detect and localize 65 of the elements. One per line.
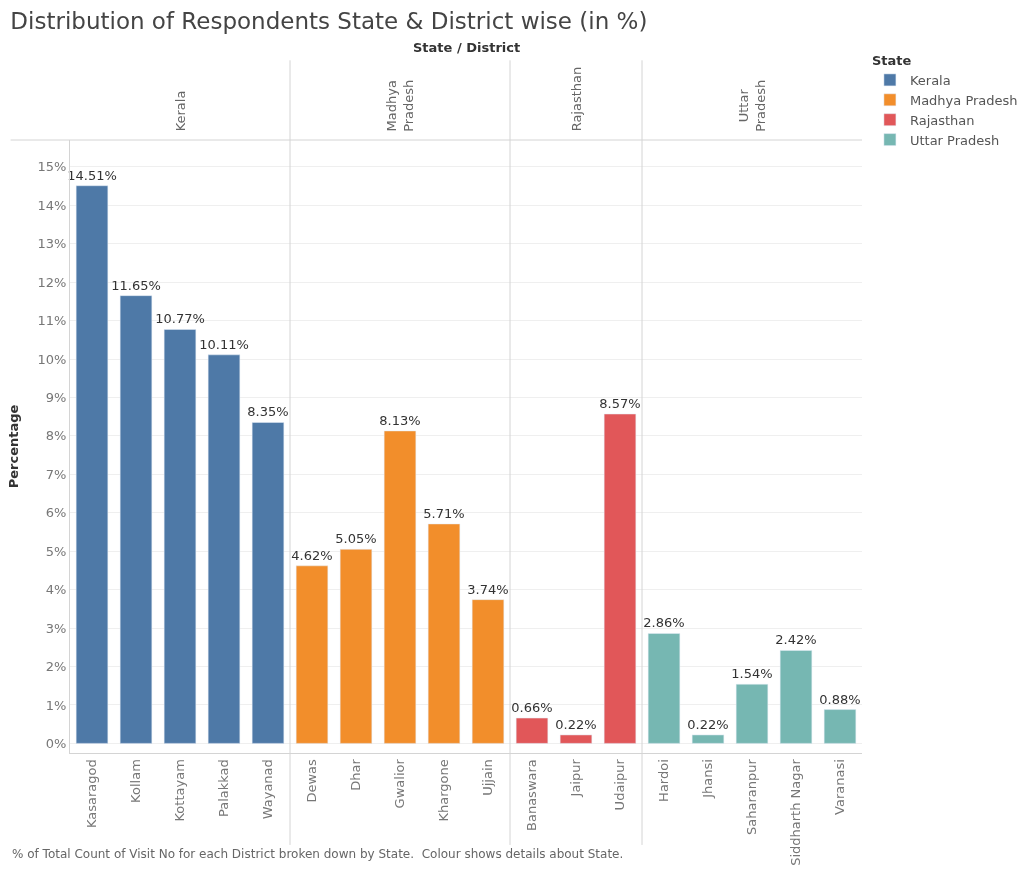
legend-label: Uttar Pradesh xyxy=(909,132,1000,148)
x-tick-label: Gwalior xyxy=(392,758,408,809)
data-label: 8.57% xyxy=(599,396,641,412)
data-label: 5.71% xyxy=(423,505,465,521)
data-label: 14.51% xyxy=(67,167,117,183)
data-label: 8.35% xyxy=(247,404,289,420)
legend-label: Rajasthan xyxy=(909,112,975,128)
x-tick-label: Udaipur xyxy=(612,758,628,811)
y-tick-label: 6% xyxy=(45,505,67,521)
x-tick-label: Palakkad xyxy=(216,759,232,818)
y-tick-label: 1% xyxy=(45,697,67,713)
y-tick-label: 5% xyxy=(45,543,67,559)
x-tick-label: Kottayam xyxy=(172,759,188,822)
x-tick-label: Dhar xyxy=(348,758,364,791)
data-label: 0.22% xyxy=(687,716,729,732)
y-tick-label: 13% xyxy=(37,236,67,252)
data-label: 0.66% xyxy=(511,700,553,716)
text: Madhya Pradesh xyxy=(384,79,417,132)
data-label: 4.62% xyxy=(291,547,333,563)
legend-label: Madhya Pradesh xyxy=(909,92,1018,108)
x-tick-label: Kasaragod xyxy=(84,759,100,828)
data-label: 5.05% xyxy=(335,531,377,547)
x-tick-label: Wayanad xyxy=(260,759,276,820)
y-tick-label: 11% xyxy=(37,313,67,329)
x-tick-label: Ujjain xyxy=(480,759,496,796)
text: Kerala xyxy=(172,90,188,132)
y-tick-label: 0% xyxy=(45,735,67,751)
x-tick-label: Saharanpur xyxy=(744,758,760,836)
data-label: 10.11% xyxy=(199,336,249,352)
text: % of Total Count of Visit No for each District broken down by State. Colour shows details about State. xyxy=(12,847,624,861)
y-tick-label: 2% xyxy=(45,659,67,675)
chart-title: Distribution of Respondents State & District wise (in %) xyxy=(10,8,648,35)
data-label: 8.13% xyxy=(379,412,421,428)
y-tick-label: 7% xyxy=(45,466,67,482)
text: State / District xyxy=(413,40,521,55)
y-tick-label: 8% xyxy=(45,428,67,444)
data-label: 1.54% xyxy=(731,666,773,682)
x-tick-label: Varanasi xyxy=(832,759,848,815)
data-label: 11.65% xyxy=(111,277,161,293)
y-tick-label: 9% xyxy=(45,390,67,406)
x-tick-label: Khargone xyxy=(436,759,452,822)
y-tick-label: 14% xyxy=(37,197,67,213)
text: Uttar Pradesh xyxy=(736,79,769,132)
x-tick-label: Hardoi xyxy=(656,759,672,802)
x-tick-label: Banaswara xyxy=(524,759,540,831)
y-axis-title: Percentage xyxy=(6,404,22,489)
x-tick-label: Dewas xyxy=(304,758,320,803)
x-tick-label: Jhansi xyxy=(700,759,716,799)
y-tick-label: 12% xyxy=(37,274,67,290)
x-tick-label: Siddharth Nagar xyxy=(788,758,804,866)
data-label: 10.77% xyxy=(155,311,205,327)
legend-title: State xyxy=(871,52,912,68)
x-tick-label: Jaipur xyxy=(568,758,584,798)
data-label: 0.88% xyxy=(819,691,861,707)
data-label: 0.22% xyxy=(555,716,597,732)
y-tick-label: 3% xyxy=(45,620,67,636)
data-label: 3.74% xyxy=(467,581,509,597)
y-tick-label: 15% xyxy=(37,159,67,175)
x-tick-label: Kollam xyxy=(128,759,144,803)
legend-label: Kerala xyxy=(909,72,951,88)
data-label: 2.42% xyxy=(775,632,817,648)
data-label: 2.86% xyxy=(643,615,685,631)
y-tick-label: 4% xyxy=(45,582,67,598)
y-tick-label: 10% xyxy=(37,351,67,367)
text: Rajasthan xyxy=(568,66,584,132)
